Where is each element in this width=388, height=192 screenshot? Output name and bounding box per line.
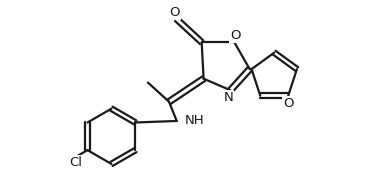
Text: O: O bbox=[230, 29, 240, 42]
Text: O: O bbox=[170, 6, 180, 19]
Text: Cl: Cl bbox=[69, 156, 82, 169]
Text: N: N bbox=[224, 91, 234, 104]
Text: NH: NH bbox=[185, 114, 205, 127]
Text: O: O bbox=[283, 97, 293, 110]
